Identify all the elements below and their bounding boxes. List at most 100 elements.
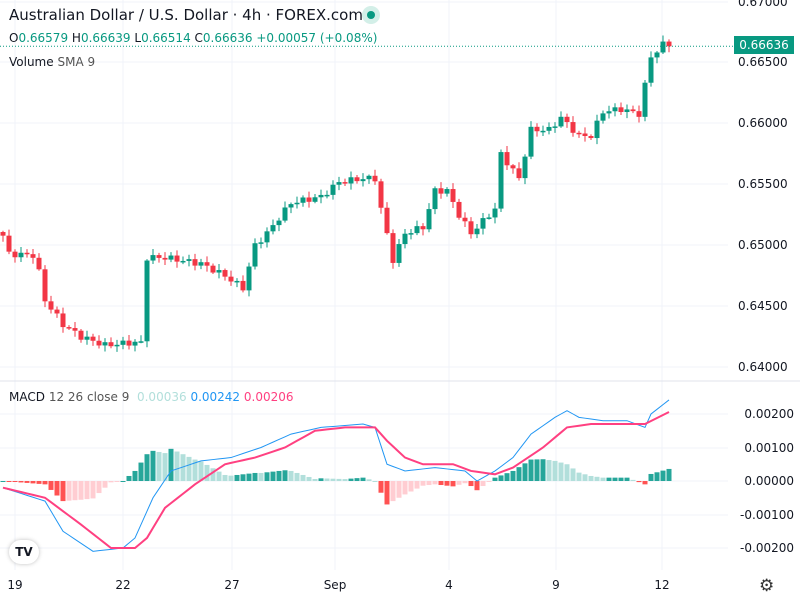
macd-histogram-bar	[0, 481, 6, 482]
macd-axis-label: 0.00100	[744, 441, 794, 455]
candle-body	[420, 226, 426, 230]
macd-histogram-bar	[312, 478, 318, 481]
candle-body	[60, 313, 66, 328]
macd-histogram-bar	[78, 481, 84, 500]
macd-histogram-bar	[66, 481, 72, 501]
macd-histogram-bar	[360, 477, 366, 481]
candle-body	[594, 120, 600, 139]
macd-histogram-bar	[84, 481, 90, 500]
macd-histogram-bar	[18, 481, 24, 483]
open-label: O	[9, 31, 19, 45]
macd-histogram-bar	[252, 472, 258, 481]
candle-body	[534, 126, 540, 132]
candle-body	[564, 116, 570, 123]
macd-histogram-bar	[24, 481, 30, 483]
macd-histogram-bar	[654, 472, 660, 481]
candle-body	[300, 197, 306, 203]
last-price-tag: 0.66636	[734, 36, 794, 54]
candle-body	[666, 41, 672, 47]
candle-body	[450, 189, 456, 202]
macd-histogram-bar	[378, 481, 384, 493]
candle-body	[108, 342, 114, 347]
candle-body	[636, 111, 642, 117]
volume-legend[interactable]: Volume SMA 9	[9, 55, 95, 69]
candle-body	[276, 220, 282, 226]
candle-body	[528, 126, 534, 157]
candle-body	[234, 280, 240, 283]
macd-signal-value: 0.00206	[243, 390, 294, 404]
macd-histogram-bar	[210, 468, 216, 481]
time-axis-label: 22	[115, 578, 130, 592]
tradingview-logo[interactable]: TV	[9, 540, 39, 564]
volume-sma-label: SMA 9	[57, 55, 96, 69]
price-axis-label: 0.65500	[738, 177, 788, 191]
macd-histogram-bar	[114, 481, 120, 482]
candle-body	[0, 232, 6, 236]
macd-histogram-bar	[534, 459, 540, 481]
candle-body	[222, 270, 228, 277]
macd-histogram-bar	[498, 475, 504, 481]
candle-body	[516, 168, 522, 179]
macd-histogram-bar	[618, 477, 624, 481]
candle-body	[246, 266, 252, 291]
macd-legend[interactable]: MACD 12 26 close 9 0.00036 0.00242 0.002…	[9, 390, 294, 404]
macd-histogram-bar	[414, 481, 420, 489]
macd-histogram-bar	[324, 478, 330, 481]
candle-body	[132, 341, 138, 346]
candle-body	[126, 340, 132, 346]
macd-histogram-bar	[6, 481, 12, 482]
macd-histogram-bar	[426, 481, 432, 486]
candle-body	[336, 182, 342, 185]
price-axis-label: 0.65000	[738, 238, 788, 252]
high-value: 0.66639	[80, 31, 131, 45]
low-label: L	[134, 31, 142, 45]
candle-body	[444, 189, 450, 194]
macd-histogram-bar	[396, 481, 402, 498]
candle-body	[18, 252, 24, 258]
candle-body	[348, 177, 354, 184]
symbol-title[interactable]: Australian Dollar / U.S. Dollar · 4h · F…	[9, 6, 363, 24]
macd-histogram-bar	[12, 481, 18, 482]
candle-body	[66, 327, 72, 329]
macd-histogram-bar	[522, 463, 528, 481]
candle-body	[210, 265, 216, 273]
candle-body	[312, 197, 318, 202]
macd-histogram-bar	[306, 476, 312, 481]
macd-histogram-bar	[564, 464, 570, 481]
candle-body	[54, 309, 60, 314]
candle-body	[432, 188, 438, 210]
candle-body	[354, 177, 360, 182]
candle-body	[570, 122, 576, 133]
candle-body	[402, 233, 408, 245]
candle-body	[582, 133, 588, 137]
candle-body	[396, 244, 402, 263]
macd-histogram-bar	[372, 481, 378, 482]
candle-body	[474, 228, 480, 235]
macd-label: MACD	[9, 390, 45, 404]
candle-body	[90, 336, 96, 341]
macd-histogram-bar	[138, 462, 144, 481]
candle-body	[12, 251, 18, 258]
candle-body	[252, 243, 258, 267]
candle-body	[216, 270, 222, 273]
candle-body	[462, 217, 468, 222]
high-label: H	[71, 31, 81, 45]
macd-histogram-bar	[288, 470, 294, 481]
candle-body	[36, 257, 42, 270]
macd-histogram-bar	[492, 477, 498, 481]
macd-histogram-bar	[120, 481, 126, 482]
candle-body	[120, 340, 126, 345]
candle-body	[624, 109, 630, 113]
signal-line	[2, 411, 670, 549]
time-axis-label: 4	[445, 578, 453, 592]
macd-histogram-bar	[516, 467, 522, 481]
candle-body	[654, 52, 660, 58]
settings-gear-icon[interactable]: ⚙	[759, 576, 775, 596]
macd-histogram-bar	[648, 473, 654, 481]
candle-body	[546, 126, 552, 131]
macd-histogram-bar	[174, 451, 180, 481]
price-axis-label: 0.64500	[738, 299, 788, 313]
time-axis-label: 27	[224, 578, 239, 592]
macd-histogram-bar	[528, 459, 534, 481]
